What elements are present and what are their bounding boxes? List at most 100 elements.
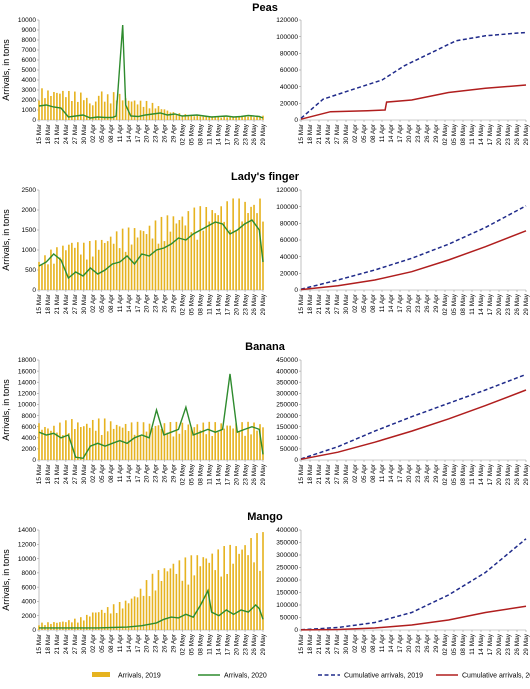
x-tick-label: 08 Apr [370, 463, 377, 483]
x-tick-label: 08 May [460, 123, 467, 145]
y-tick-label: 0 [294, 627, 298, 634]
x-tick-label: 18 Mar [307, 463, 314, 484]
bar-2019 [77, 242, 79, 290]
x-tick-label: 02 Apr [90, 463, 97, 483]
x-tick-label: 29 Apr [433, 633, 440, 653]
x-tick-label: 26 May [251, 463, 258, 485]
bar-2019 [38, 261, 40, 290]
x-tick-label: 29 May [260, 123, 267, 145]
bar-2019 [223, 546, 225, 630]
bar-2019 [223, 428, 225, 460]
panel-title: Banana [245, 341, 286, 353]
bar-2019 [118, 602, 121, 630]
x-tick-label: 17 Apr [397, 293, 404, 313]
x-tick-label: 14 Apr [126, 463, 133, 483]
x-tick-label: 26 Apr [424, 633, 431, 653]
x-tick-label: 08 Apr [370, 633, 377, 653]
x-tick-label: 05 May [189, 463, 196, 485]
x-tick-label: 24 Mar [325, 633, 332, 654]
bar-2019 [244, 201, 246, 290]
x-tick-label: 17 Apr [397, 633, 404, 653]
chart-panel-3: Mango 0 2000 4000 6000 8000 10000 12000 14000 15 … [1, 511, 530, 655]
y-tick-label: 50000 [280, 446, 298, 453]
bar-2019 [166, 571, 169, 630]
bar-2019 [139, 588, 142, 630]
y-tick-label: 40000 [280, 84, 298, 91]
y-tick-label: 0 [32, 457, 36, 464]
bar-2019 [142, 106, 145, 120]
x-tick-label: 18 Mar [45, 293, 52, 314]
y-axis-label: Arrivals, in tons [1, 379, 11, 441]
bar-2019 [136, 237, 139, 290]
x-tick-label: 18 Mar [45, 463, 52, 484]
bar-2019 [193, 207, 196, 290]
x-tick-label: 02 May [442, 463, 449, 485]
y-tick-label: 2000 [22, 613, 37, 620]
x-tick-label: 18 Mar [45, 123, 52, 144]
bar-2019 [175, 223, 178, 290]
x-tick-label: 18 Mar [307, 293, 314, 314]
y-tick-label: 9000 [22, 27, 37, 34]
bar-2019 [44, 426, 46, 460]
x-tick-label: 27 Mar [334, 633, 341, 654]
x-tick-label: 11 May [206, 123, 213, 145]
x-tick-label: 20 May [233, 633, 240, 655]
bar-2019 [88, 241, 91, 290]
x-tick-label: 11 Apr [117, 463, 124, 482]
bar-2019 [142, 231, 145, 290]
bar-2019 [59, 422, 61, 460]
bar-2019 [74, 247, 76, 290]
x-tick-label: 08 Apr [108, 463, 115, 483]
x-tick-label: 21 Mar [316, 123, 323, 144]
bar-2019 [229, 544, 231, 630]
x-tick-label: 30 Mar [81, 633, 88, 654]
x-tick-label: 17 Apr [135, 123, 142, 143]
x-tick-label: 29 May [523, 463, 530, 485]
bar-2019 [205, 116, 208, 120]
y-tick-label: 120000 [276, 187, 298, 194]
bar-2019 [74, 429, 76, 460]
x-tick-label: 27 Mar [72, 293, 79, 314]
x-tick-label: 20 Apr [406, 463, 413, 483]
bar-2019 [53, 622, 55, 630]
bar-2019 [223, 116, 225, 120]
y-tick-label: 2000 [22, 97, 37, 104]
bar-2019 [82, 426, 85, 460]
x-tick-label: 26 Apr [162, 293, 169, 313]
x-tick-label: 30 Mar [81, 293, 88, 314]
bar-2019 [262, 427, 264, 460]
bar-2019 [253, 204, 255, 290]
bar-2019 [62, 621, 64, 630]
x-tick-label: 08 Apr [108, 633, 115, 653]
bar-2019 [91, 612, 94, 630]
bar-2019 [139, 230, 142, 290]
x-tick-label: 30 Mar [81, 123, 88, 144]
bar-2019 [47, 622, 49, 630]
bar-2019 [139, 100, 142, 120]
x-tick-label: 02 May [180, 633, 187, 655]
x-tick-label: 14 May [478, 463, 485, 485]
bar-2019 [253, 562, 255, 630]
bar-2019 [181, 216, 184, 290]
bar-2019 [145, 234, 148, 290]
bar-2019 [157, 570, 160, 630]
bar-2019 [238, 553, 240, 630]
x-tick-label: 23 Apr [153, 463, 160, 483]
bar-2019 [262, 532, 264, 630]
bar-2019 [214, 570, 217, 630]
bar-2019 [217, 215, 220, 290]
x-tick-label: 26 Apr [424, 463, 431, 483]
bar-2019 [169, 112, 172, 120]
bar-2019 [56, 92, 58, 120]
bar-2019 [262, 221, 264, 290]
bar-2019 [71, 242, 73, 290]
x-tick-label: 08 May [197, 633, 204, 655]
y-tick-label: 14000 [18, 379, 36, 386]
x-tick-label: 14 May [478, 123, 485, 145]
bar-2019 [41, 429, 43, 460]
bar-2019 [259, 424, 261, 460]
bar-2019 [169, 231, 172, 290]
x-tick-label: 21 Mar [54, 633, 61, 654]
bar-2019 [202, 422, 205, 460]
bar-2019 [154, 425, 157, 460]
